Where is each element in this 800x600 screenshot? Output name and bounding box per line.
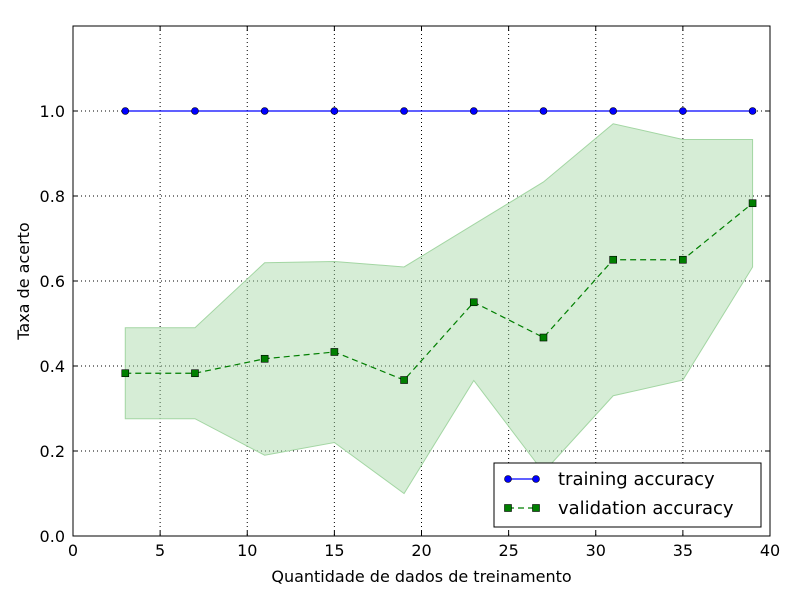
y-tick-label: 0.4 — [40, 357, 65, 376]
training-accuracy-point — [260, 107, 269, 115]
validation-accuracy-line — [125, 202, 753, 381]
validation-accuracy-point — [539, 333, 548, 342]
x-tick-label: 35 — [673, 541, 693, 560]
validation-accuracy-point — [469, 298, 478, 307]
validation-accuracy-point — [191, 369, 199, 378]
x-tick-label: 30 — [586, 541, 606, 560]
training-accuracy-point — [191, 107, 199, 115]
training-accuracy-point — [469, 107, 478, 115]
x-tick-label: 25 — [498, 541, 518, 560]
x-tick-label: 20 — [411, 541, 431, 560]
x-tick-label: 40 — [760, 541, 780, 560]
legend-label-validation-accuracy: validation accuracy — [558, 498, 734, 519]
legend-label-training-accuracy: training accuracy — [558, 469, 715, 490]
legend-marker-validation-accuracy — [532, 504, 540, 512]
validation-accuracy-point — [121, 369, 130, 378]
training-accuracy-point — [400, 107, 408, 115]
validation-band — [124, 123, 754, 495]
training-accuracy-point — [748, 107, 757, 115]
y-axis-label: Taxa de acerto — [14, 222, 33, 340]
validation-confidence-band — [124, 123, 754, 495]
series-lines — [125, 110, 753, 381]
validation-accuracy-point — [748, 199, 757, 208]
legend-marker-training-accuracy — [532, 475, 540, 483]
validation-accuracy-point — [260, 354, 269, 363]
training-accuracy-point — [330, 107, 339, 115]
validation-accuracy-point — [400, 376, 408, 384]
axis-ticks: 0 5 10 15 20 25 30 35 40 0.0 0.2 0.4 0.6 0.8 1.0 — [40, 26, 780, 560]
validation-accuracy-point — [609, 255, 617, 264]
legend-marker-training-accuracy — [504, 475, 512, 483]
training-accuracy-point — [609, 107, 617, 115]
y-tick-label: 0.2 — [40, 442, 65, 461]
legend: training accuracy validation accuracy — [493, 462, 762, 528]
training-accuracy-point — [679, 107, 687, 115]
x-tick-label: 15 — [324, 541, 344, 560]
legend-box — [493, 462, 762, 528]
y-tick-label: 0.6 — [40, 272, 65, 291]
x-tick-label: 10 — [237, 541, 257, 560]
x-axis-label: Quantidade de dados de treinamento — [271, 567, 571, 586]
legend-marker-validation-accuracy — [504, 504, 512, 512]
training-accuracy-point — [121, 107, 130, 115]
y-tick-label: 1.0 — [40, 102, 65, 121]
x-tick-label: 0 — [68, 541, 78, 560]
training-accuracy-point — [539, 107, 548, 115]
series-markers — [121, 107, 757, 384]
validation-accuracy-point — [679, 255, 687, 264]
validation-accuracy-point — [330, 348, 339, 356]
x-tick-label: 5 — [155, 541, 165, 560]
y-tick-label: 0.0 — [40, 527, 65, 546]
y-tick-label: 0.8 — [40, 187, 65, 206]
